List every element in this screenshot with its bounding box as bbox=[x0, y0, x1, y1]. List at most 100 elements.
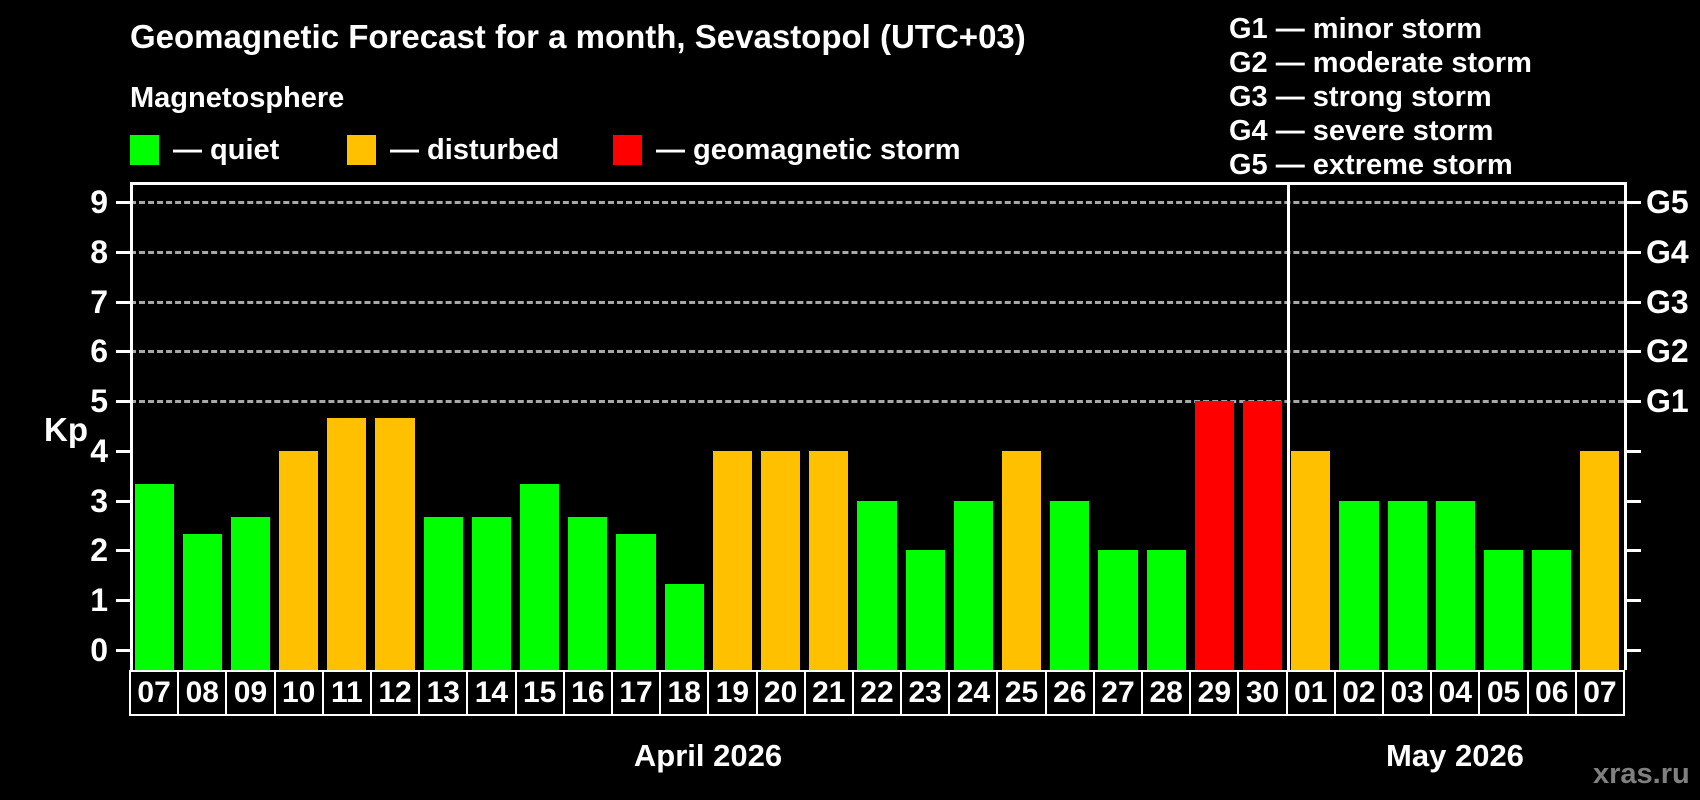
bar-day-08 bbox=[182, 534, 222, 670]
bar-day-26 bbox=[1050, 500, 1090, 670]
kp-axis-label: Kp bbox=[44, 411, 88, 448]
y-tick-right bbox=[1627, 499, 1641, 503]
y-tick-label-9: 9 bbox=[90, 183, 108, 220]
day-cell-25: 25 bbox=[996, 670, 1047, 716]
y-tick-right bbox=[1627, 400, 1641, 404]
watermark: xras.ru bbox=[1593, 758, 1690, 790]
day-cell-04: 04 bbox=[1430, 670, 1481, 716]
day-cell-28: 28 bbox=[1141, 670, 1192, 716]
g-scale-label-g2: G2 bbox=[1646, 333, 1689, 370]
bar-day-29 bbox=[1194, 401, 1234, 670]
y-tick-label-4: 4 bbox=[90, 432, 108, 469]
y-axis-right bbox=[1624, 182, 1627, 670]
bar-day-30 bbox=[1242, 401, 1283, 670]
day-cell-18: 18 bbox=[659, 670, 710, 716]
day-cell-13: 13 bbox=[418, 670, 469, 716]
day-cell-21: 21 bbox=[803, 670, 854, 716]
day-cell-12: 12 bbox=[369, 670, 421, 716]
day-cell-27: 27 bbox=[1092, 670, 1144, 716]
day-cell-03: 03 bbox=[1382, 670, 1433, 716]
y-axis-left bbox=[130, 182, 133, 670]
y-tick-label-8: 8 bbox=[90, 233, 108, 270]
y-tick-right bbox=[1627, 250, 1641, 254]
g-scale-label-g4: G4 bbox=[1646, 233, 1689, 270]
month-label-april: April 2026 bbox=[633, 738, 783, 773]
bar-day-16 bbox=[568, 517, 608, 670]
gridline-kp6 bbox=[130, 350, 1624, 354]
day-cell-10: 10 bbox=[273, 670, 324, 716]
bar-day-22 bbox=[857, 500, 897, 670]
day-cell-02: 02 bbox=[1333, 670, 1385, 716]
legend-label-disturbed: — disturbed bbox=[390, 133, 560, 166]
day-cell-29: 29 bbox=[1189, 670, 1240, 716]
month-separator bbox=[1286, 182, 1290, 670]
legend-item-disturbed: — disturbed bbox=[347, 134, 559, 166]
day-cell-26: 26 bbox=[1044, 670, 1095, 716]
gridline-kp9 bbox=[130, 200, 1624, 204]
plot-border-top bbox=[130, 182, 1627, 185]
day-cell-22: 22 bbox=[851, 670, 903, 716]
bar-day-19 bbox=[712, 450, 752, 670]
day-cell-09: 09 bbox=[225, 670, 276, 716]
bar-day-17 bbox=[616, 534, 656, 670]
day-cell-07: 07 bbox=[1574, 670, 1625, 716]
day-cell-01: 01 bbox=[1285, 670, 1336, 716]
bar-day-23 bbox=[905, 550, 945, 670]
y-tick-left bbox=[116, 649, 130, 652]
day-cell-07: 07 bbox=[129, 670, 180, 716]
day-cell-15: 15 bbox=[514, 670, 565, 716]
day-cell-17: 17 bbox=[610, 670, 662, 716]
g-scale-label-g5: G5 bbox=[1646, 183, 1689, 220]
bar-day-04 bbox=[1435, 500, 1475, 670]
bar-day-21 bbox=[809, 450, 849, 670]
chart-subtitle: Magnetosphere bbox=[130, 82, 345, 114]
legend-item-storm: — geomagnetic storm bbox=[613, 134, 961, 166]
day-cell-11: 11 bbox=[321, 670, 372, 716]
y-tick-left bbox=[116, 599, 130, 603]
g-scale-label-g3: G3 bbox=[1646, 283, 1689, 320]
g-scale-label-g1: G1 bbox=[1646, 383, 1689, 420]
legend-label-quiet: — quiet bbox=[173, 133, 280, 166]
y-tick-left bbox=[116, 250, 130, 254]
gridline-kp5 bbox=[130, 400, 1624, 404]
y-tick-left bbox=[116, 449, 130, 453]
storm-scale-legend: G1 — minor storm G2 — moderate storm G3 … bbox=[1229, 12, 1532, 182]
storm-scale-legend-line-g4: G4 — severe storm bbox=[1229, 115, 1494, 147]
storm-scale-legend-line-g3: G3 — strong storm bbox=[1229, 81, 1492, 113]
gridline-kp7 bbox=[130, 300, 1624, 304]
page-title: Geomagnetic Forecast for a month, Sevast… bbox=[130, 18, 1026, 55]
bar-day-13 bbox=[423, 517, 463, 670]
bar-day-27 bbox=[1098, 550, 1138, 670]
bar-day-07 bbox=[1580, 450, 1620, 670]
y-tick-left bbox=[116, 200, 130, 204]
month-label-may: May 2026 bbox=[1386, 738, 1524, 773]
y-tick-label-5: 5 bbox=[90, 383, 108, 420]
gridline-kp8 bbox=[130, 250, 1624, 254]
y-tick-right bbox=[1627, 350, 1641, 354]
bar-day-18 bbox=[664, 583, 704, 670]
y-tick-right bbox=[1627, 200, 1641, 204]
storm-scale-legend-line-g1: G1 — minor storm bbox=[1229, 13, 1482, 45]
bar-day-06 bbox=[1532, 550, 1572, 670]
legend-item-quiet: — quiet bbox=[130, 134, 279, 166]
bar-day-03 bbox=[1387, 500, 1427, 670]
bar-day-24 bbox=[953, 500, 993, 670]
bar-day-10 bbox=[279, 450, 319, 670]
day-cell-14: 14 bbox=[466, 670, 517, 716]
y-tick-left bbox=[116, 549, 130, 553]
day-cell-20: 20 bbox=[755, 670, 806, 716]
storm-color-swatch-icon bbox=[613, 135, 642, 165]
day-cell-16: 16 bbox=[562, 670, 613, 716]
y-tick-label-6: 6 bbox=[90, 333, 108, 370]
y-tick-left bbox=[116, 499, 130, 503]
day-cell-24: 24 bbox=[948, 670, 999, 716]
disturbed-color-swatch-icon bbox=[347, 135, 376, 165]
bar-day-11 bbox=[327, 417, 367, 670]
bar-day-12 bbox=[375, 417, 415, 670]
day-cell-08: 08 bbox=[177, 670, 228, 716]
storm-scale-legend-line-g2: G2 — moderate storm bbox=[1229, 47, 1532, 79]
day-cell-23: 23 bbox=[900, 670, 951, 716]
bar-day-02 bbox=[1339, 500, 1379, 670]
y-tick-right bbox=[1627, 599, 1641, 603]
